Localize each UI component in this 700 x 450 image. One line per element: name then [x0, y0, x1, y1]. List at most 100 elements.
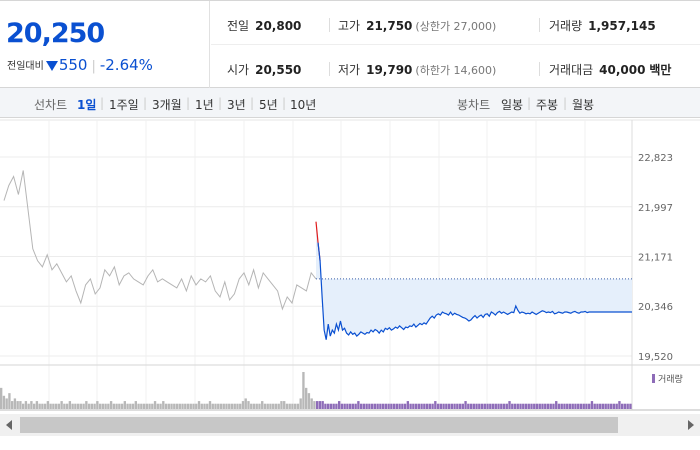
volume-bar [27, 403, 30, 409]
volume-bar [52, 403, 55, 409]
volume-bar [269, 403, 272, 409]
volume-bar [241, 401, 245, 409]
volume-bar [57, 403, 61, 409]
volume-bar [263, 403, 267, 409]
volume-bar [318, 401, 322, 409]
tab-3month[interactable]: 3개월 [152, 98, 182, 112]
volume-bar [414, 403, 418, 409]
volume-bar [541, 403, 544, 409]
volume-bar [508, 401, 511, 409]
volume-bar [577, 403, 580, 409]
volume-bar [129, 403, 132, 409]
divider: | [527, 96, 532, 110]
volume-bar [316, 401, 319, 409]
volume-bar [104, 403, 107, 409]
volume-bar [329, 403, 333, 409]
volume-bar [442, 403, 445, 409]
volume-bar [261, 401, 264, 409]
scroll-thumb[interactable] [20, 417, 618, 433]
volume-bar [107, 403, 110, 409]
volume-bar [431, 403, 434, 409]
volume-bar [82, 403, 85, 409]
tab-10year[interactable]: 10년 [290, 98, 317, 112]
volume-bar [623, 403, 627, 409]
tab-1week[interactable]: 1주일 [109, 98, 139, 112]
volume-bar [343, 403, 346, 409]
volume-bar [2, 395, 6, 409]
down-triangle-icon [45, 61, 58, 71]
candle-chart-label: 봉차트 [457, 98, 491, 112]
volume-bar [530, 403, 533, 409]
volume-bar [390, 403, 393, 409]
volume-bar [629, 403, 632, 409]
prev-close-cell: 전일 20,800 [227, 17, 301, 34]
volume-bar [19, 401, 22, 409]
tab-1year[interactable]: 1년 [195, 98, 214, 112]
volume-bar [217, 403, 220, 409]
volume-bar [502, 403, 506, 409]
volume-bar [425, 403, 429, 409]
volume-bar [244, 398, 247, 409]
volume-label: 거래량 [549, 19, 583, 33]
volume-bar [395, 403, 399, 409]
tab-3year[interactable]: 3년 [227, 98, 246, 112]
volume-bar [258, 403, 261, 409]
volume-bar [516, 403, 519, 409]
volume-bar [225, 403, 228, 409]
volume-bar [162, 401, 165, 409]
volume-bar [524, 403, 528, 409]
volume-bar [362, 403, 366, 409]
volume-bar [186, 403, 190, 409]
volume-bar [5, 398, 8, 409]
volume-bar [478, 403, 481, 409]
volume-bar [285, 403, 289, 409]
prev-close-label: 전일 [227, 19, 250, 33]
volume-bar [0, 387, 3, 409]
volume-bar [428, 403, 432, 409]
open-label: 시가 [227, 63, 250, 77]
volume-bar [464, 401, 467, 409]
amount-cell: 거래대금 40,000 백만 [549, 61, 671, 78]
scroll-left-icon[interactable] [6, 420, 12, 430]
volume-bar [346, 403, 349, 409]
volume-bar [21, 403, 25, 409]
tab-monthly[interactable]: 월봉 [572, 98, 595, 112]
volume-bar [266, 403, 269, 409]
volume-bar [79, 403, 83, 409]
volume-bar [137, 403, 140, 409]
volume-bar [538, 403, 541, 409]
volume-bar [549, 403, 552, 409]
volume-bar [612, 403, 616, 409]
volume-bar [555, 401, 558, 409]
volume-bar [406, 401, 410, 409]
volume-bar [535, 403, 539, 409]
volume-bar [115, 403, 118, 409]
volume-bar [596, 403, 599, 409]
scroll-right-icon[interactable] [688, 420, 694, 430]
volume-value: 1,957,145 [588, 19, 656, 33]
volume-bar [134, 401, 137, 409]
chart-scrollbar[interactable] [0, 414, 700, 436]
tab-5year[interactable]: 5년 [259, 98, 278, 112]
divider [539, 62, 540, 76]
volume-bar [601, 403, 605, 409]
volume-bar [60, 401, 63, 409]
volume-bar [615, 403, 618, 409]
tab-daily[interactable]: 일봉 [501, 98, 524, 112]
tab-1day[interactable]: 1일 [77, 98, 97, 112]
line-chart-label: 선차트 [34, 98, 68, 112]
volume-bar [192, 403, 195, 409]
volume-bar [365, 403, 368, 409]
high-value: 21,750 [366, 19, 413, 33]
volume-bar [109, 401, 113, 409]
volume-bar [71, 403, 74, 409]
volume-bar [326, 403, 330, 409]
volume-bar [291, 403, 294, 409]
volume-bar [348, 403, 352, 409]
volume-bar [32, 403, 36, 409]
volume-bar [87, 403, 91, 409]
price-change: 전일대비 550 | -2.64% [7, 56, 153, 74]
volume-bar [370, 403, 374, 409]
tab-weekly[interactable]: 주봉 [536, 98, 559, 112]
stock-summary-panel: 20,250 전일대비 550 | -2.64% 전일 20,800 고가 21,750(… [0, 0, 700, 88]
